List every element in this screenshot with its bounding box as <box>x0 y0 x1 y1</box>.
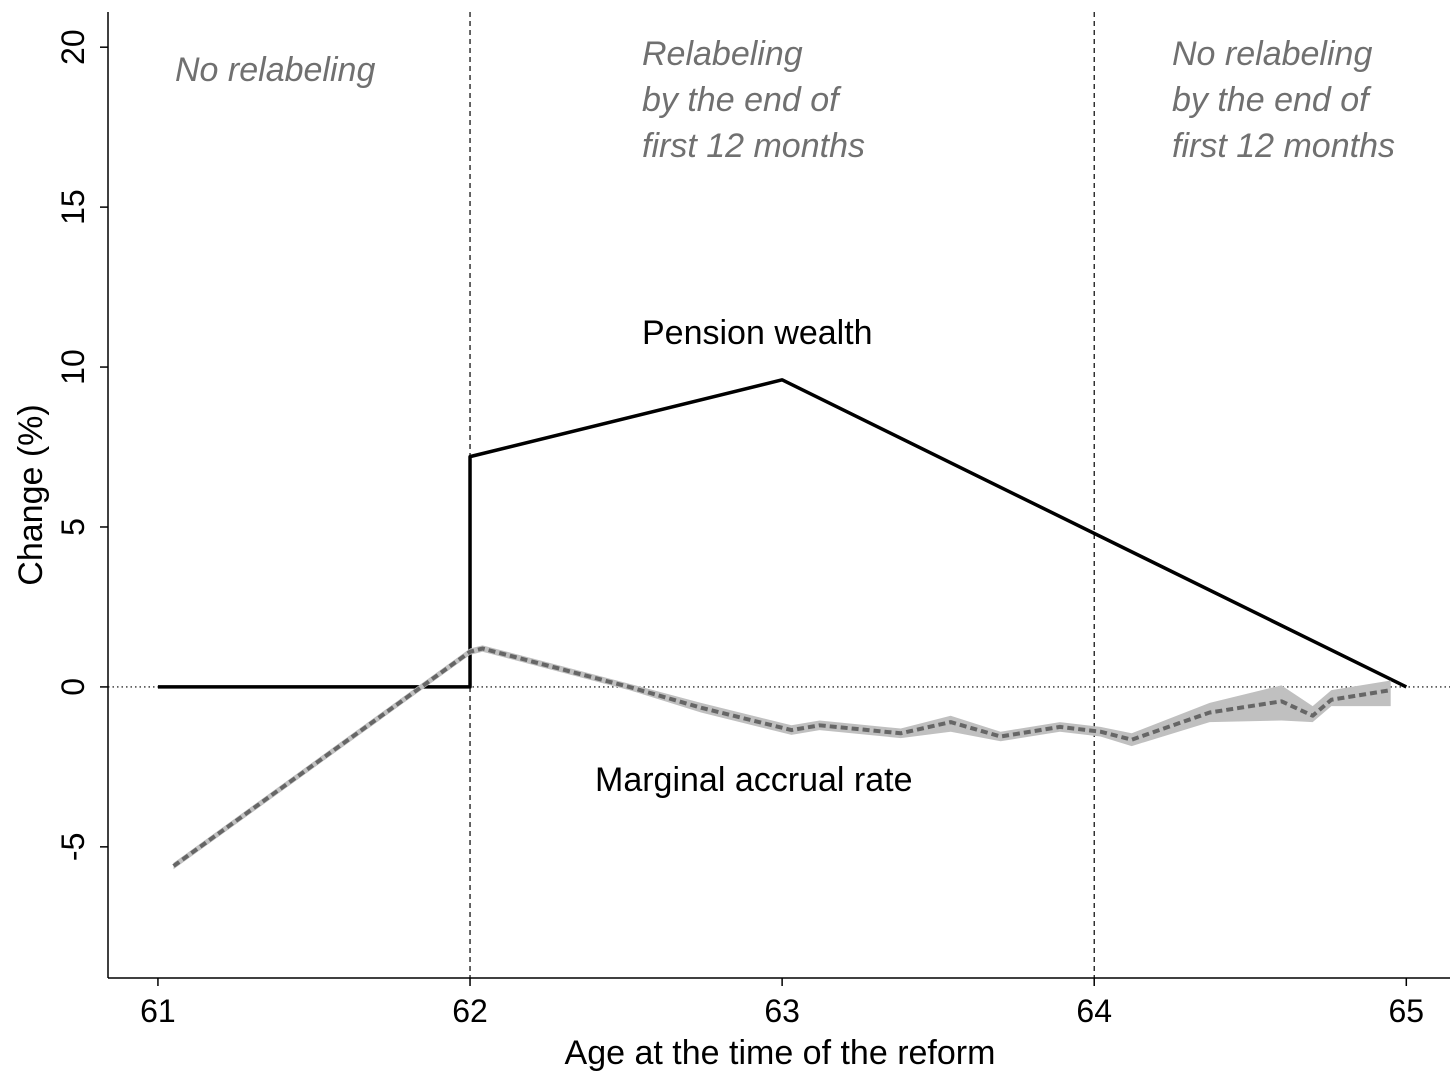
y-tick-label: -5 <box>55 833 91 861</box>
y-tick-label: 5 <box>55 518 91 536</box>
y-tick-label: 20 <box>55 29 91 65</box>
y-axis-label: Change (%) <box>12 404 50 585</box>
annotation: Marginal accrual rate <box>595 761 912 799</box>
annotation: by the end of <box>642 81 842 119</box>
x-tick-label: 63 <box>764 993 800 1029</box>
y-tick-label: 15 <box>55 189 91 225</box>
annotation: first 12 months <box>642 127 865 165</box>
x-tick-label: 65 <box>1389 993 1425 1029</box>
annotation: No relabeling <box>1172 35 1372 73</box>
series-line <box>172 646 1392 868</box>
x-tick-label: 64 <box>1076 993 1112 1029</box>
x-tick-label: 61 <box>140 993 176 1029</box>
annotation: by the end of <box>1172 81 1372 119</box>
series-line <box>157 378 1408 689</box>
annotation: No relabeling <box>175 51 375 89</box>
annotation: Pension wealth <box>642 314 873 352</box>
y-tick-label: 10 <box>55 349 91 385</box>
annotation: first 12 months <box>1172 127 1395 165</box>
y-tick-label: 0 <box>55 678 91 696</box>
x-axis-label: Age at the time of the reform <box>565 1034 996 1072</box>
x-tick-label: 62 <box>452 993 488 1029</box>
annotation: Relabeling <box>642 35 803 73</box>
